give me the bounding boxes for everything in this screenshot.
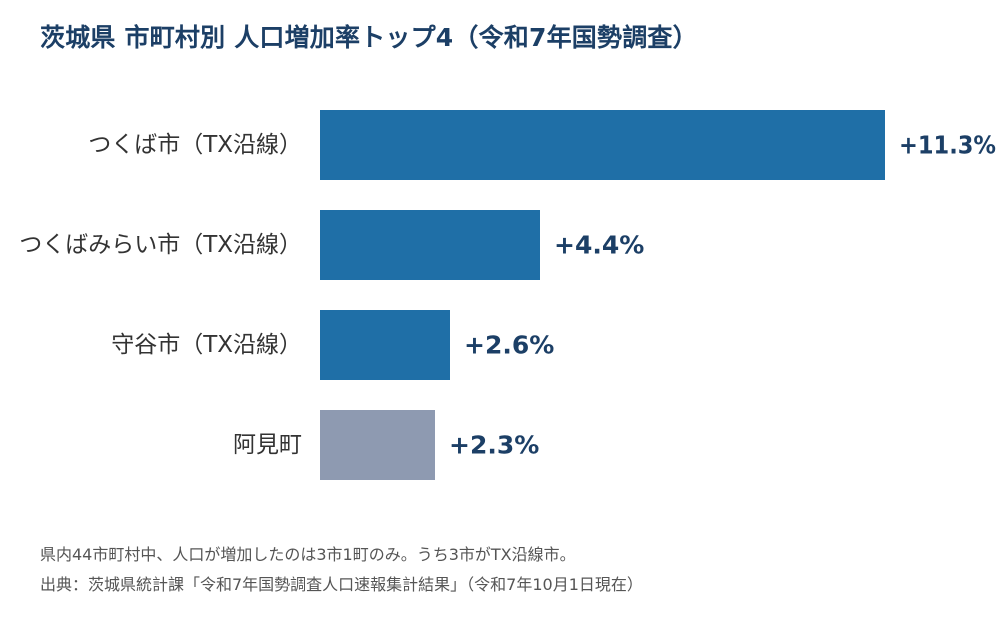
bar-1 <box>320 210 540 280</box>
category-label-2: 守谷市（TX沿線） <box>111 332 302 358</box>
bar-0 <box>320 110 885 180</box>
category-label-3: 阿見町 <box>233 432 302 458</box>
footnote-source: 出典：茨城県統計課「令和7年国勢調査人口速報集計結果」（令和7年10月1日現在） <box>40 575 643 594</box>
value-label-3: +2.3% <box>449 431 539 460</box>
value-label-0: +11.3% <box>899 131 996 160</box>
chart-title: 茨城県 市町村別 人口増加率トップ4（令和7年国勢調査） <box>40 23 698 52</box>
category-label-1: つくばみらい市（TX沿線） <box>19 232 302 258</box>
footnote-note: 県内44市町村中、人口が増加したのは3市1町のみ。うち3市がTX沿線市。 <box>40 545 576 564</box>
bar-3 <box>320 410 435 480</box>
category-label-0: つくば市（TX沿線） <box>88 132 302 158</box>
value-label-1: +4.4% <box>554 231 644 260</box>
value-label-2: +2.6% <box>464 331 554 360</box>
bar-2 <box>320 310 450 380</box>
